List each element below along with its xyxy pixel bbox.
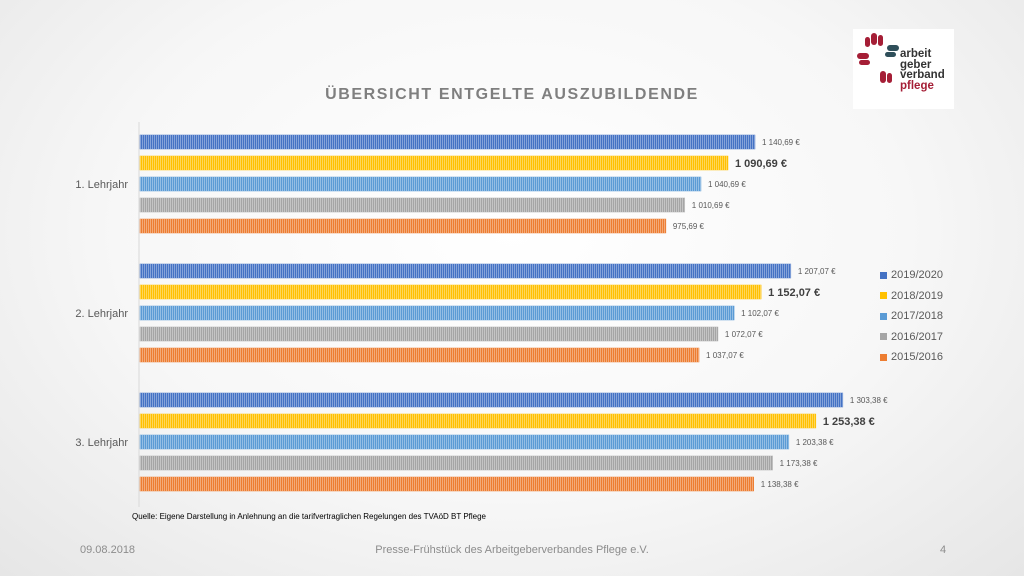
bar-texture xyxy=(140,477,754,491)
category-label: 3. Lehrjahr xyxy=(75,437,128,449)
data-label: 1 037,07 € xyxy=(706,351,744,360)
logo-hands-icon xyxy=(857,33,899,83)
category-label: 1. Lehrjahr xyxy=(75,179,128,191)
source-note: Quelle: Eigene Darstellung in Anlehnung … xyxy=(132,512,487,521)
legend-item: 2019/2020 xyxy=(880,265,943,286)
data-label: 1 010,69 € xyxy=(692,201,730,210)
bar-texture xyxy=(140,219,666,233)
legend-item: 2015/2016 xyxy=(880,347,943,368)
legend-swatch xyxy=(880,271,887,279)
legend-item: 2016/2017 xyxy=(880,327,943,348)
logo: arbeit geber verband pflege xyxy=(853,29,954,109)
data-label: 1 040,69 € xyxy=(708,180,746,189)
bar-texture xyxy=(140,198,685,212)
legend-swatch xyxy=(880,333,887,341)
bar-texture xyxy=(140,264,791,278)
bar-texture xyxy=(140,456,773,470)
logo-text: arbeit geber verband pflege xyxy=(900,48,945,92)
footer-date: 09.08.2018 xyxy=(80,544,136,556)
bar-texture xyxy=(140,306,735,320)
bar-texture xyxy=(140,414,816,428)
legend-label: 2016/2017 xyxy=(891,330,943,343)
chart-title: ÜBERSICHT ENTGELTE AUSZUBILDENDE xyxy=(325,86,699,103)
data-label: 1 138,38 € xyxy=(761,480,799,489)
page-number: 4 xyxy=(940,544,947,556)
data-label: 975,69 € xyxy=(673,222,705,231)
data-label: 1 253,38 € xyxy=(823,416,875,428)
data-label: 1 090,69 € xyxy=(735,158,787,170)
bar-texture xyxy=(140,156,728,170)
legend-label: 2015/2016 xyxy=(891,351,943,364)
legend: 2019/2020 2018/2019 2017/2018 2016/2017 2015… xyxy=(880,265,943,368)
data-label: 1 203,38 € xyxy=(796,438,834,447)
data-label: 1 102,07 € xyxy=(741,309,779,318)
bar-texture xyxy=(140,285,762,299)
legend-swatch xyxy=(880,292,887,300)
legend-swatch xyxy=(880,353,887,361)
footer-title: Presse-Frühstück des Arbeitgeberverbande… xyxy=(375,544,649,556)
data-label: 1 072,07 € xyxy=(725,330,763,339)
bar-texture xyxy=(140,393,843,407)
legend-label: 2018/2019 xyxy=(891,289,943,302)
legend-swatch xyxy=(880,312,887,320)
bar-texture xyxy=(140,348,700,362)
legend-label: 2019/2020 xyxy=(891,269,943,282)
data-label: 1 152,07 € xyxy=(768,287,820,299)
data-label: 1 173,38 € xyxy=(780,459,818,468)
data-label: 1 140,69 € xyxy=(762,138,800,147)
category-label: 2. Lehrjahr xyxy=(75,308,128,320)
bar-texture xyxy=(140,177,701,191)
legend-item: 2017/2018 xyxy=(880,306,943,327)
bar-texture xyxy=(140,135,755,149)
data-label: 1 303,38 € xyxy=(850,396,888,405)
bar-texture xyxy=(140,327,718,341)
legend-label: 2017/2018 xyxy=(891,310,943,323)
bar-texture xyxy=(140,435,789,449)
data-label: 1 207,07 € xyxy=(798,267,836,276)
legend-item: 2018/2019 xyxy=(880,286,943,307)
